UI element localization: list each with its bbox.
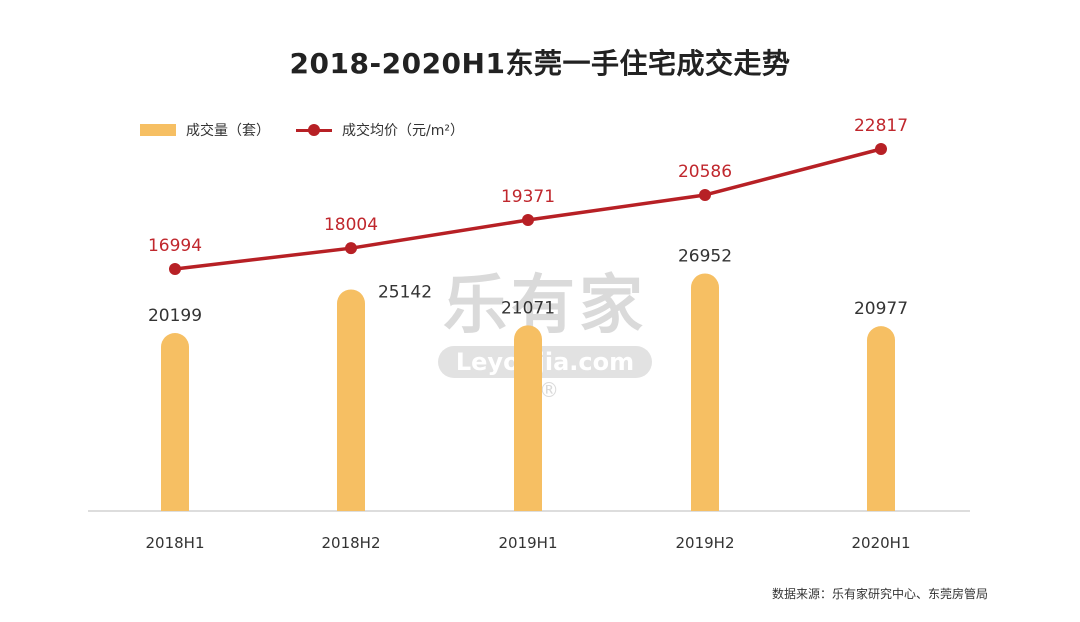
price-value-label: 18004 <box>324 215 378 235</box>
data-source-note: 数据来源：乐有家研究中心、东莞房管局 <box>771 587 988 601</box>
bar-2020H1 <box>867 326 895 511</box>
price-point-2019H2 <box>699 188 711 201</box>
x-tick-label: 2018H1 <box>146 534 205 552</box>
price-point-2020H1 <box>875 143 887 155</box>
bar-value-label: 20199 <box>148 306 202 326</box>
bar-value-label: 25142 <box>378 282 432 302</box>
price-line <box>174 147 882 271</box>
x-tick-label: 2020H1 <box>852 534 911 552</box>
x-tick-label: 2018H2 <box>322 534 381 552</box>
bar-value-label: 20977 <box>854 299 908 319</box>
x-tick-label: 2019H2 <box>676 534 735 552</box>
bar-value-label: 26952 <box>678 246 732 266</box>
bar-2018H2 <box>337 289 365 511</box>
x-tick-label: 2019H1 <box>499 534 558 552</box>
bar-2019H2 <box>691 273 719 511</box>
legend-price-label: 成交均价（元/m²） <box>342 123 464 139</box>
bar-2018H1 <box>161 333 189 511</box>
price-value-label: 19371 <box>501 187 555 207</box>
price-value-label: 20586 <box>678 162 732 182</box>
price-point-2019H1 <box>522 214 534 227</box>
chart-legend: 成交量（套） 成交均价（元/m²） <box>140 120 490 140</box>
bar-value-label: 21071 <box>501 298 555 318</box>
price-value-label: 22817 <box>854 116 908 136</box>
legend-item-volume: 成交量（套） <box>140 120 270 140</box>
legend-bar-swatch <box>140 124 176 136</box>
legend-item-price: 成交均价（元/m²） <box>296 120 464 140</box>
chart-title: 2018-2020H1东莞一手住宅成交走势 <box>289 47 791 80</box>
price-point-2018H2 <box>345 242 357 255</box>
legend-line-swatch <box>296 124 332 136</box>
price-point-2018H1 <box>169 263 181 275</box>
price-value-label: 16994 <box>148 236 202 256</box>
legend-volume-label: 成交量（套） <box>186 123 270 139</box>
bar-2019H1 <box>514 325 542 511</box>
